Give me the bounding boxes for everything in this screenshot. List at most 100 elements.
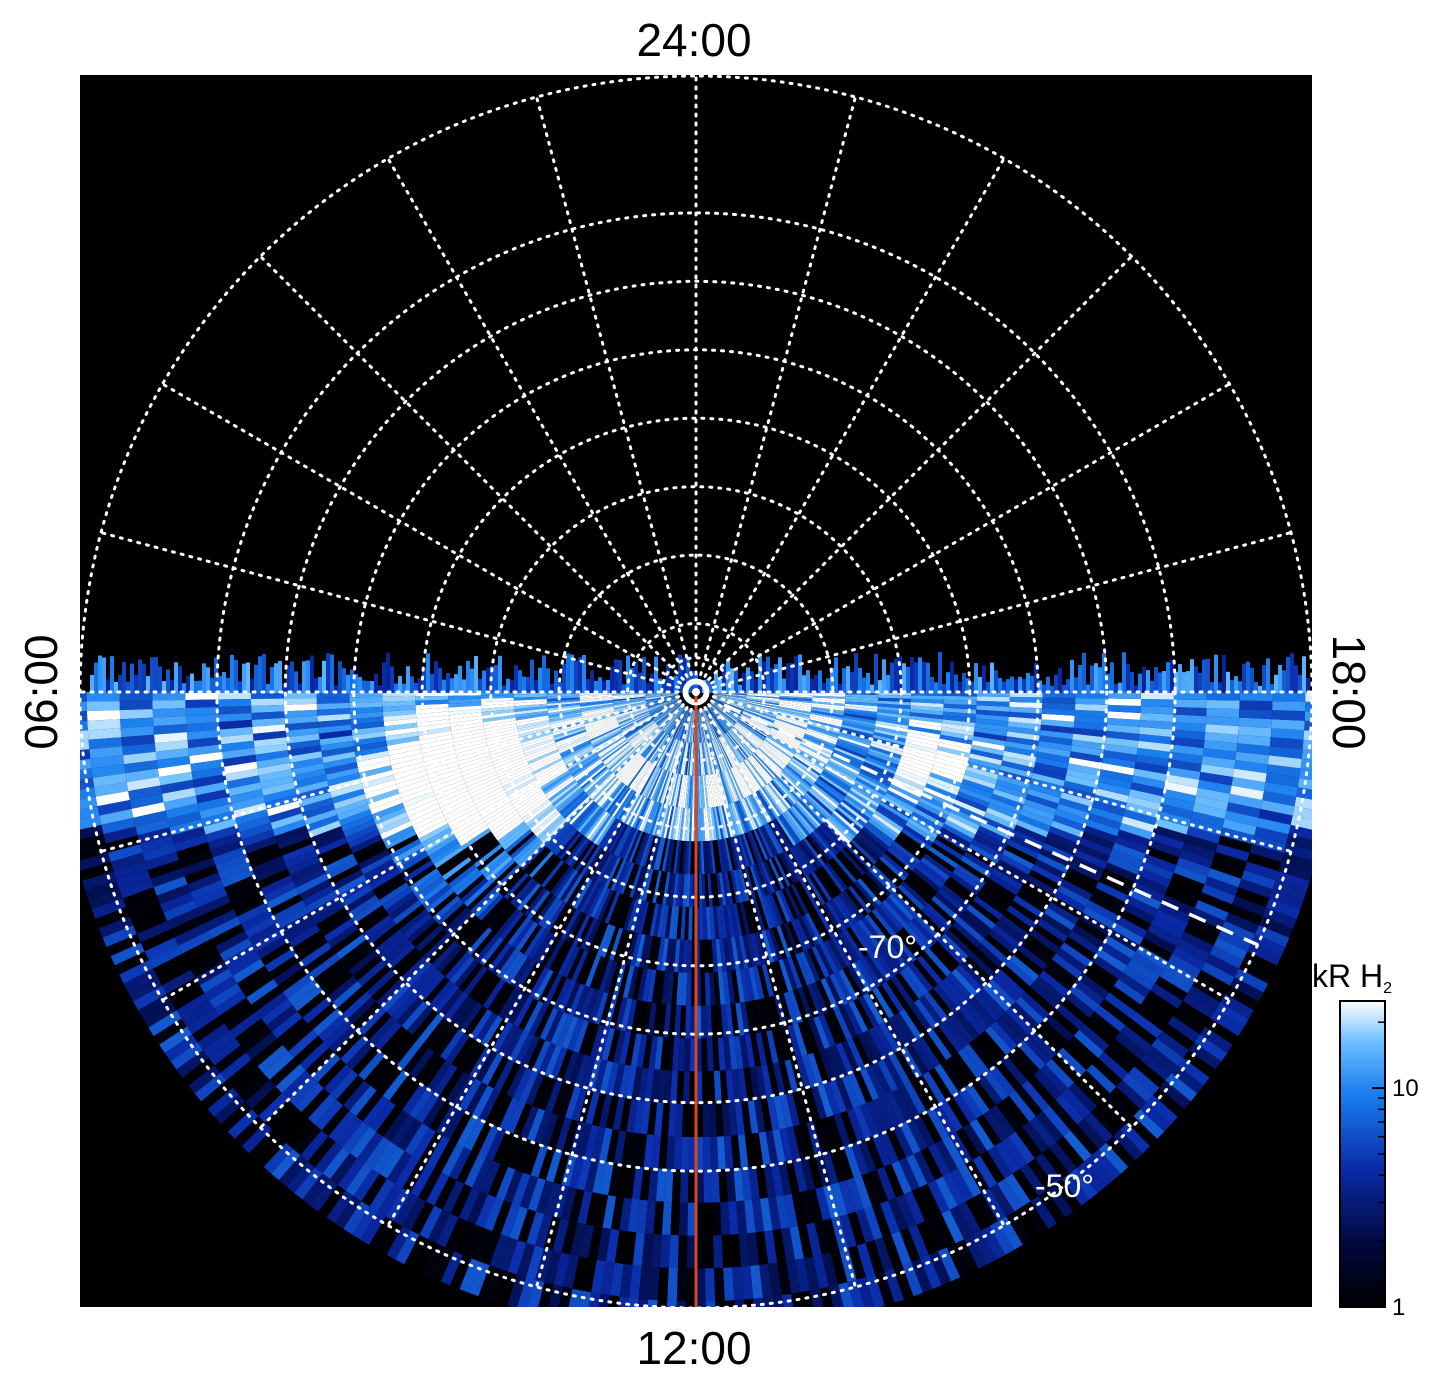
emission-cell [486, 734, 520, 746]
emission-cell [645, 835, 657, 868]
emission-cell [1108, 698, 1141, 706]
emission-cell [1006, 679, 1010, 693]
emission-cell [732, 802, 745, 835]
emission-cell [652, 1003, 662, 1037]
emission-cell [745, 703, 778, 713]
emission-cell [672, 906, 680, 940]
emission-cell [284, 715, 318, 725]
emission-cell [834, 744, 867, 760]
emission-cell [744, 707, 776, 720]
emission-cell [581, 706, 614, 714]
emission-cell [779, 698, 813, 703]
emission-cell [672, 1037, 680, 1071]
emission-cell [206, 667, 210, 693]
emission-cell [559, 790, 586, 815]
emission-cell [644, 732, 666, 759]
emission-cell [712, 807, 720, 840]
emission-cell [572, 914, 591, 947]
emission-cell [86, 710, 121, 721]
emission-cell [400, 956, 428, 984]
emission-cell [698, 709, 704, 743]
emission-cell [402, 791, 435, 808]
emission-cell [285, 721, 319, 731]
emission-cell [602, 742, 630, 764]
emission-cell [119, 700, 153, 711]
emission-cell [746, 696, 780, 702]
emission-cell [287, 739, 321, 751]
emission-cell [745, 703, 778, 712]
emission-cell [580, 703, 614, 711]
emission-cell [931, 764, 965, 779]
emission-cell [470, 780, 502, 798]
emission-cell [543, 820, 570, 847]
emission-cell [218, 699, 252, 707]
emission-cell [873, 729, 907, 739]
emission-cell [955, 917, 985, 943]
emission-cell [732, 766, 749, 797]
emission-cell [678, 1202, 688, 1236]
emission-cell [719, 839, 728, 872]
emission-cell [974, 727, 1008, 737]
emission-cell [848, 841, 875, 868]
emission-cell [840, 848, 866, 876]
emission-cell [548, 779, 577, 802]
emission-cell [503, 872, 530, 900]
emission-cell [645, 902, 656, 936]
emission-cell [670, 839, 678, 873]
emission-cell [350, 669, 354, 693]
emission-cell [811, 708, 844, 716]
emission-cell [735, 969, 746, 1003]
emission-cell [521, 735, 554, 749]
emission-cell [707, 807, 713, 841]
emission-cell [558, 944, 577, 976]
emission-cell [515, 921, 539, 952]
emission-cell [1182, 672, 1186, 693]
emission-cell [550, 717, 583, 727]
emission-cell [355, 844, 388, 865]
emission-cell [709, 703, 735, 726]
emission-cell [654, 736, 672, 766]
emission-cell [668, 806, 676, 840]
emission-cell [752, 966, 765, 1000]
emission-cell [830, 812, 858, 837]
emission-cell [843, 1003, 863, 1036]
emission-cell [558, 832, 582, 860]
emission-cell [746, 866, 760, 899]
emission-cell [544, 862, 567, 891]
emission-cell [642, 968, 653, 1002]
emission-cell [439, 853, 469, 877]
emission-cell [497, 867, 524, 894]
emission-cell [587, 771, 613, 796]
emission-cell [322, 660, 326, 693]
emission-cell [676, 906, 683, 940]
emission-cell [382, 662, 386, 693]
emission-cell [862, 677, 866, 693]
emission-cell [674, 1005, 682, 1039]
emission-cell [781, 770, 807, 795]
emission-cell [774, 664, 778, 693]
emission-cell [344, 890, 376, 913]
emission-cell [448, 702, 482, 708]
emission-cell [748, 756, 771, 783]
emission-cell [777, 709, 811, 718]
emission-cell [931, 895, 960, 922]
emission-cell [751, 830, 766, 862]
emission-cell [983, 812, 1017, 830]
emission-cell [686, 742, 692, 776]
emission-cell [768, 781, 792, 809]
emission-cell [603, 960, 618, 994]
emission-cell [935, 835, 966, 856]
emission-cell [1020, 809, 1053, 827]
emission-cell [746, 695, 780, 699]
emission-cell [667, 739, 680, 772]
emission-cell [843, 710, 877, 718]
local-time-label-bottom: 12:00 [636, 1322, 751, 1374]
emission-cell [320, 848, 353, 868]
emission-cell [874, 653, 878, 693]
emission-cell [840, 801, 868, 824]
emission-cell [906, 874, 935, 900]
emission-cell [877, 700, 911, 706]
emission-cell [648, 1035, 658, 1070]
emission-cell [925, 948, 952, 977]
emission-cell [1006, 731, 1040, 741]
